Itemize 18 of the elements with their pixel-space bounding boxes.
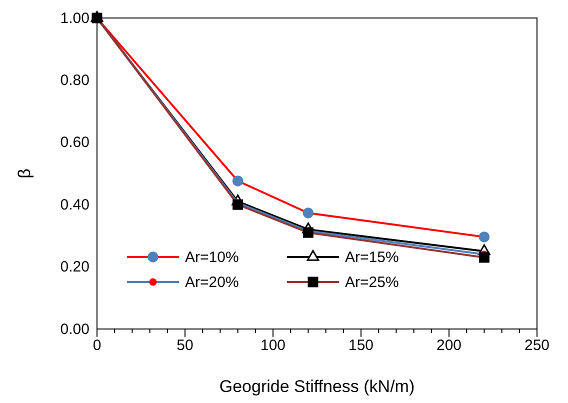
legend-label: Ar=25% bbox=[345, 274, 399, 291]
x-tick-label: 0 bbox=[92, 337, 102, 354]
y-axis-title: β bbox=[15, 168, 34, 178]
x-tick-label: 100 bbox=[260, 337, 286, 354]
y-tick-label: 0.00 bbox=[60, 320, 90, 338]
y-tick-label: 1.00 bbox=[60, 10, 90, 27]
x-tick-label: 50 bbox=[176, 337, 194, 354]
x-tick-label: 200 bbox=[436, 337, 462, 354]
legend-label: Ar=20% bbox=[185, 274, 239, 291]
y-tick-label: 0.40 bbox=[60, 196, 90, 214]
y-tick-label: 0.60 bbox=[60, 134, 90, 152]
legend-label: Ar=15% bbox=[345, 249, 399, 266]
y-tick-label: 0.20 bbox=[60, 258, 90, 276]
legend-label: Ar=10% bbox=[185, 249, 239, 266]
x-tick-label: 150 bbox=[348, 337, 374, 354]
x-tick-label: 250 bbox=[524, 337, 550, 354]
x-axis-title: Geogride Stiffness (kN/m) bbox=[219, 377, 415, 396]
y-tick-label: 0.80 bbox=[60, 72, 90, 89]
